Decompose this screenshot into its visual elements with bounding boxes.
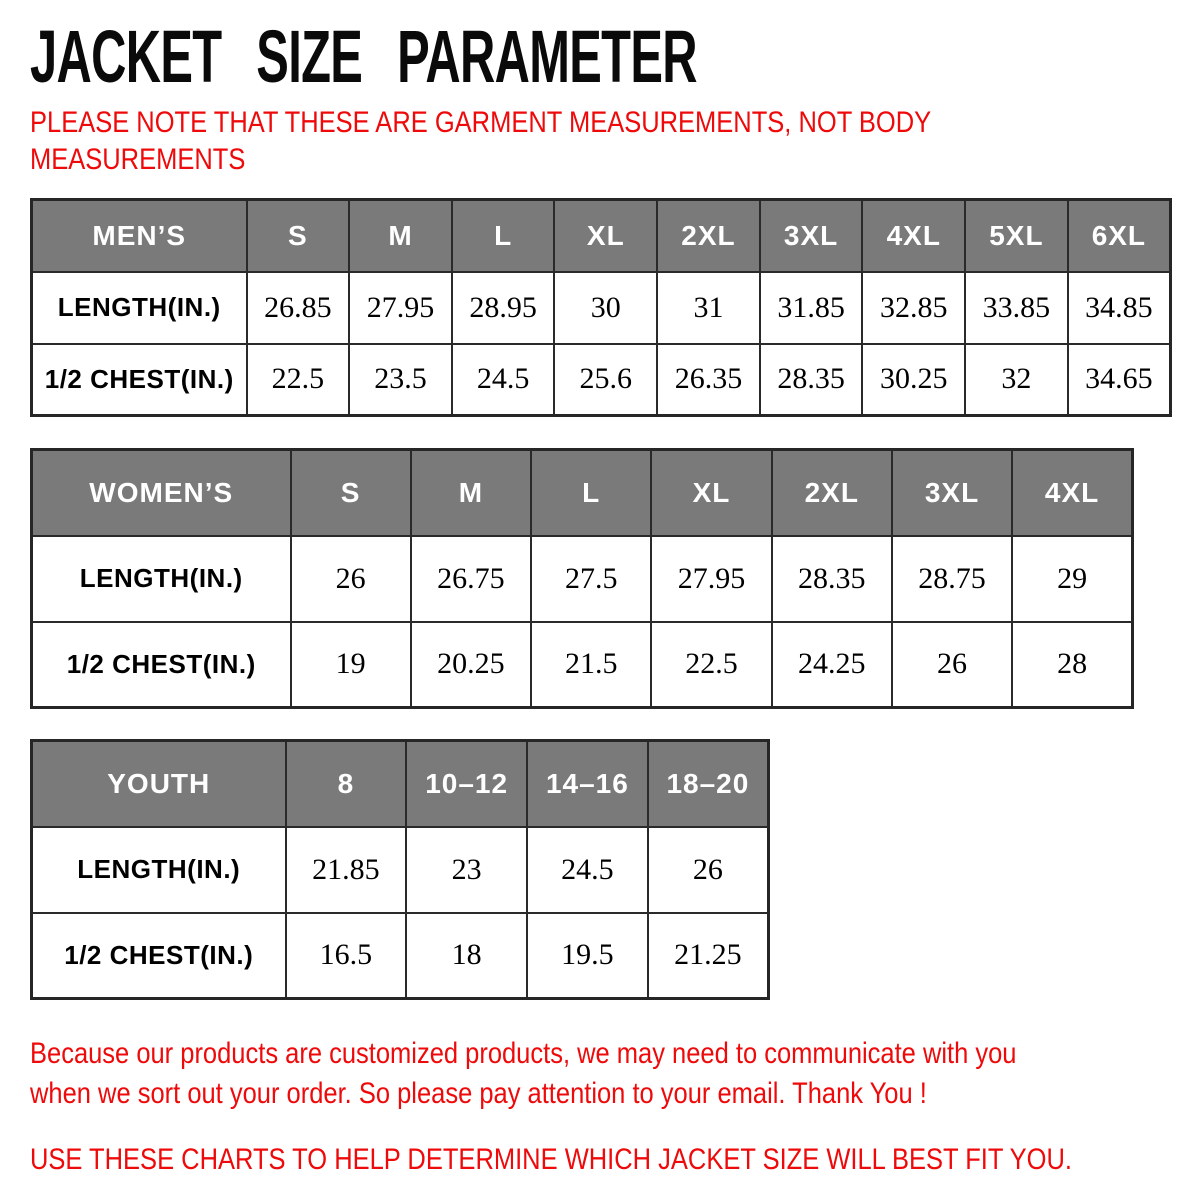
measurement-value: 26.85 xyxy=(245,270,351,345)
size-header: 4XL xyxy=(1011,448,1134,537)
size-header: 4XL xyxy=(861,198,967,273)
size-header: S xyxy=(289,448,412,537)
size-header: 5XL xyxy=(964,198,1069,273)
size-table-womens: WOMEN’S S M L XL 2XL 3XL 4XL LENGTH(IN.) 26 26.75 2… xyxy=(30,448,1134,709)
fit-advice-text: USE THESE CHARTS TO HELP DETERMINE WHICH… xyxy=(30,1143,1072,1176)
measurement-value: 28 xyxy=(1011,620,1134,709)
size-header: L xyxy=(530,448,653,537)
measurement-value: 27.95 xyxy=(348,270,453,345)
note-line-2: MEASUREMENTS xyxy=(30,143,246,176)
footer: Because our products are customized prod… xyxy=(30,1034,1172,1180)
measurement-value: 31 xyxy=(656,270,761,345)
measurement-value: 22.5 xyxy=(245,342,351,417)
measurement-value: 26.75 xyxy=(409,534,533,623)
measurement-value: 18 xyxy=(405,911,528,1000)
size-header: M xyxy=(409,448,533,537)
size-header: 18–20 xyxy=(646,739,770,828)
measurement-value: 30.25 xyxy=(861,342,967,417)
size-header: M xyxy=(348,198,453,273)
size-header: XL xyxy=(650,448,773,537)
size-header: L xyxy=(450,198,556,273)
measurement-row: LENGTH(IN.) 26.85 27.95 28.95 30 31 31.85 32.85… xyxy=(30,270,1172,345)
customization-notice-line-1: Because our products are customized prod… xyxy=(30,1037,1017,1070)
measurement-value: 23 xyxy=(405,825,528,914)
size-header: 6XL xyxy=(1066,198,1172,273)
size-header: 2XL xyxy=(656,198,761,273)
measurement-value: 19.5 xyxy=(526,911,649,1000)
measurement-value: 26 xyxy=(890,620,1014,709)
measurement-value: 21.5 xyxy=(530,620,653,709)
measurement-value: 34.65 xyxy=(1066,342,1172,417)
measurement-row: LENGTH(IN.) 21.85 23 24.5 26 xyxy=(30,825,770,914)
size-header: 8 xyxy=(284,739,408,828)
category-header-womens: WOMEN’S xyxy=(30,448,292,537)
measurement-value: 22.5 xyxy=(650,620,773,709)
size-header: 2XL xyxy=(770,448,893,537)
customization-notice-line-2: when we sort out your order. So please p… xyxy=(30,1077,927,1110)
measurement-value: 28.95 xyxy=(450,270,556,345)
measurement-row: 1/2 CHEST(IN.) 19 20.25 21.5 22.5 24.25 26 28 xyxy=(30,620,1134,709)
measurement-row: LENGTH(IN.) 26 26.75 27.5 27.95 28.35 28.75 29 xyxy=(30,534,1134,623)
measurement-value: 19 xyxy=(289,620,412,709)
garment-measurement-note: PLEASE NOTE THAT THESE ARE GARMENT MEASU… xyxy=(30,104,1172,178)
measurement-value: 21.85 xyxy=(284,825,408,914)
measurement-value: 26 xyxy=(289,534,412,623)
measurement-value: 23.5 xyxy=(348,342,453,417)
header-row-womens: WOMEN’S S M L XL 2XL 3XL 4XL xyxy=(30,448,1134,537)
measurement-row: 1/2 CHEST(IN.) 22.5 23.5 24.5 25.6 26.35 28.35… xyxy=(30,342,1172,417)
measurement-value: 24.25 xyxy=(770,620,893,709)
measurement-value: 21.25 xyxy=(646,911,770,1000)
size-header: S xyxy=(245,198,351,273)
size-tables-container: MEN’S S M L XL 2XL 3XL 4XL 5XL 6XL LENGTH(IN.) 26.8… xyxy=(30,198,1172,1000)
row-label: LENGTH(IN.) xyxy=(30,270,248,345)
row-label: LENGTH(IN.) xyxy=(30,825,287,914)
size-table-youth: YOUTH 8 10–12 14–16 18–20 LENGTH(IN.) 21.85 23 2… xyxy=(30,739,770,1000)
size-header: 14–16 xyxy=(526,739,649,828)
measurement-value: 32.85 xyxy=(861,270,967,345)
measurement-value: 16.5 xyxy=(284,911,408,1000)
row-label: 1/2 CHEST(IN.) xyxy=(30,620,292,709)
measurement-value: 31.85 xyxy=(758,270,864,345)
measurement-value: 28.75 xyxy=(890,534,1014,623)
measurement-value: 32 xyxy=(964,342,1069,417)
measurement-value: 33.85 xyxy=(964,270,1069,345)
size-header: 3XL xyxy=(890,448,1014,537)
page-title-text: JACKET SIZE PARAMETER xyxy=(30,15,698,98)
measurement-value: 28.35 xyxy=(770,534,893,623)
measurement-row: 1/2 CHEST(IN.) 16.5 18 19.5 21.25 xyxy=(30,911,770,1000)
size-table-mens: MEN’S S M L XL 2XL 3XL 4XL 5XL 6XL LENGTH(IN.) 26.8… xyxy=(30,198,1172,417)
measurement-value: 27.5 xyxy=(530,534,653,623)
fit-advice: USE THESE CHARTS TO HELP DETERMINE WHICH… xyxy=(30,1140,1172,1180)
page-title: JACKET SIZE PARAMETER xyxy=(30,20,1172,94)
measurement-value: 26.35 xyxy=(656,342,761,417)
category-header-youth: YOUTH xyxy=(30,739,287,828)
note-line-1: PLEASE NOTE THAT THESE ARE GARMENT MEASU… xyxy=(30,106,932,139)
size-header: 10–12 xyxy=(405,739,528,828)
measurement-value: 24.5 xyxy=(526,825,649,914)
size-header: 3XL xyxy=(758,198,864,273)
measurement-value: 26 xyxy=(646,825,770,914)
measurement-value: 34.85 xyxy=(1066,270,1172,345)
measurement-value: 24.5 xyxy=(450,342,556,417)
row-label: 1/2 CHEST(IN.) xyxy=(30,911,287,1000)
header-row-mens: MEN’S S M L XL 2XL 3XL 4XL 5XL 6XL xyxy=(30,198,1172,273)
measurement-value: 20.25 xyxy=(409,620,533,709)
measurement-value: 25.6 xyxy=(553,342,659,417)
category-header-mens: MEN’S xyxy=(30,198,248,273)
measurement-value: 30 xyxy=(553,270,659,345)
measurement-value: 27.95 xyxy=(650,534,773,623)
header-row-youth: YOUTH 8 10–12 14–16 18–20 xyxy=(30,739,770,828)
measurement-value: 28.35 xyxy=(758,342,864,417)
customization-notice: Because our products are customized prod… xyxy=(30,1034,1172,1114)
measurement-value: 29 xyxy=(1011,534,1134,623)
size-header: XL xyxy=(553,198,659,273)
row-label: LENGTH(IN.) xyxy=(30,534,292,623)
row-label: 1/2 CHEST(IN.) xyxy=(30,342,248,417)
